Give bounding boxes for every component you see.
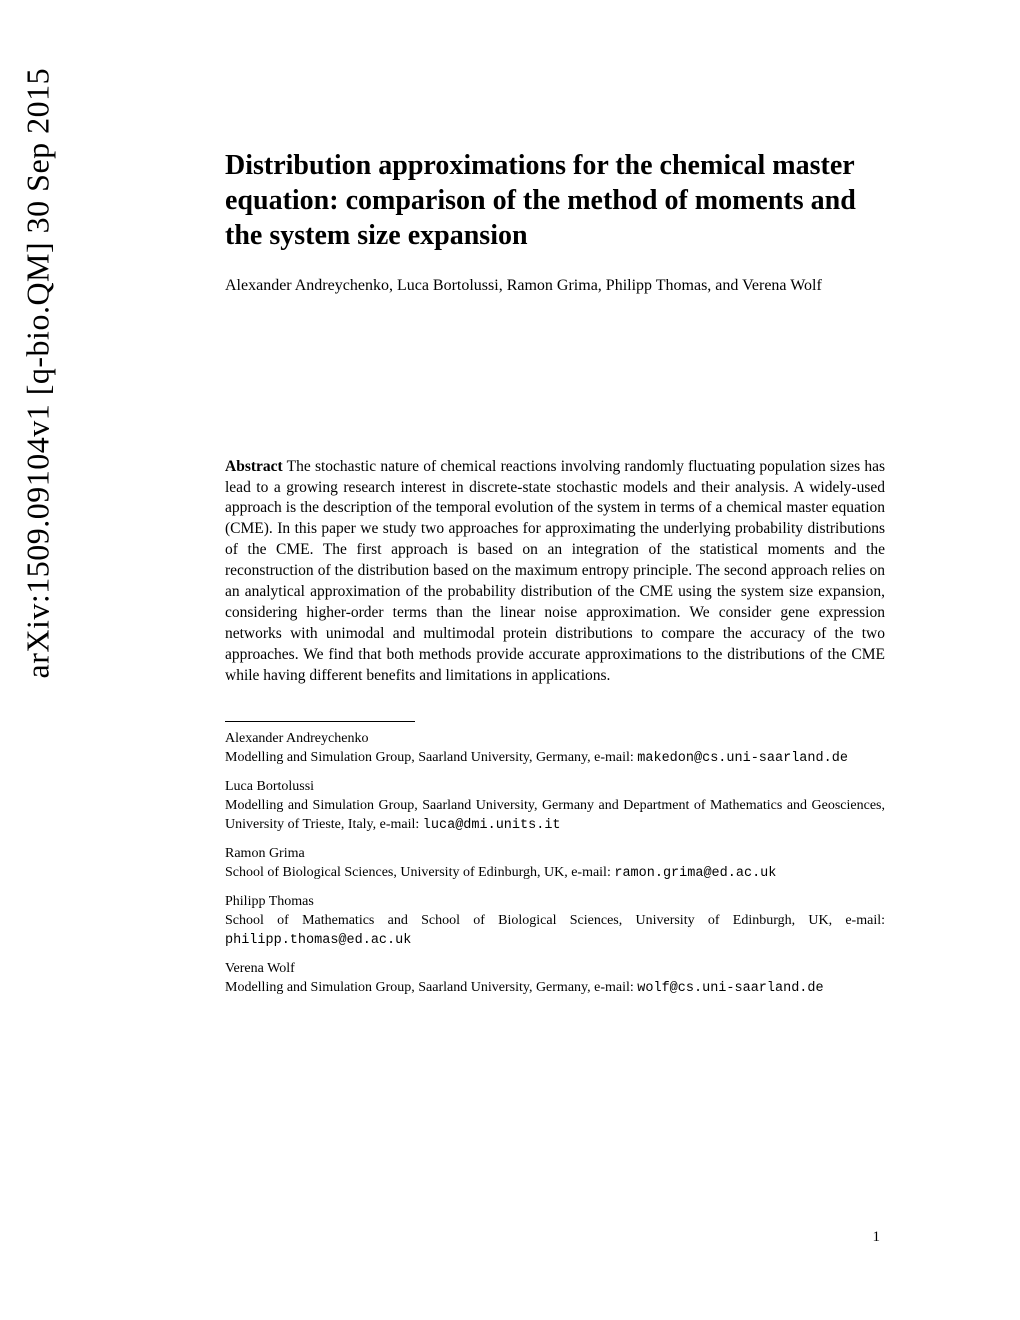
affil-name: Alexander Andreychenko (225, 730, 885, 749)
affil-email: wolf@cs.uni-saarland.de (637, 981, 823, 996)
page-number: 1 (873, 1229, 881, 1246)
affiliation-block: Ramon Grima School of Biological Science… (225, 845, 885, 883)
paper-content: Distribution approximations for the chem… (225, 148, 885, 1008)
affil-email: philipp.thomas@ed.ac.uk (225, 933, 411, 948)
affil-text: School of Biological Sciences, Universit… (225, 864, 885, 883)
affil-email: ramon.grima@ed.ac.uk (614, 866, 776, 881)
author-list: Alexander Andreychenko, Luca Bortolussi,… (225, 275, 885, 297)
affil-email: makedon@cs.uni-saarland.de (637, 751, 848, 766)
affil-text: Modelling and Simulation Group, Saarland… (225, 749, 885, 768)
affiliation-block: Philipp Thomas School of Mathematics and… (225, 893, 885, 950)
affil-text: Modelling and Simulation Group, Saarland… (225, 797, 885, 835)
affil-name: Ramon Grima (225, 845, 885, 864)
affil-text: Modelling and Simulation Group, Saarland… (225, 979, 885, 998)
affiliation-block: Luca Bortolussi Modelling and Simulation… (225, 778, 885, 835)
affiliation-block: Verena Wolf Modelling and Simulation Gro… (225, 960, 885, 998)
abstract-text: The stochastic nature of chemical reacti… (225, 458, 885, 684)
abstract-paragraph: Abstract The stochastic nature of chemic… (225, 457, 885, 687)
affil-name: Philipp Thomas (225, 893, 885, 912)
paper-title: Distribution approximations for the chem… (225, 148, 885, 253)
affil-name: Luca Bortolussi (225, 778, 885, 797)
affil-text: School of Mathematics and School of Biol… (225, 912, 885, 950)
affil-name: Verena Wolf (225, 960, 885, 979)
affil-email: luca@dmi.units.it (423, 818, 561, 833)
affiliation-block: Alexander Andreychenko Modelling and Sim… (225, 730, 885, 768)
arxiv-watermark: arXiv:1509.09104v1 [q-bio.QM] 30 Sep 201… (20, 68, 57, 679)
affiliations-divider (225, 721, 415, 722)
abstract-label: Abstract (225, 458, 283, 475)
